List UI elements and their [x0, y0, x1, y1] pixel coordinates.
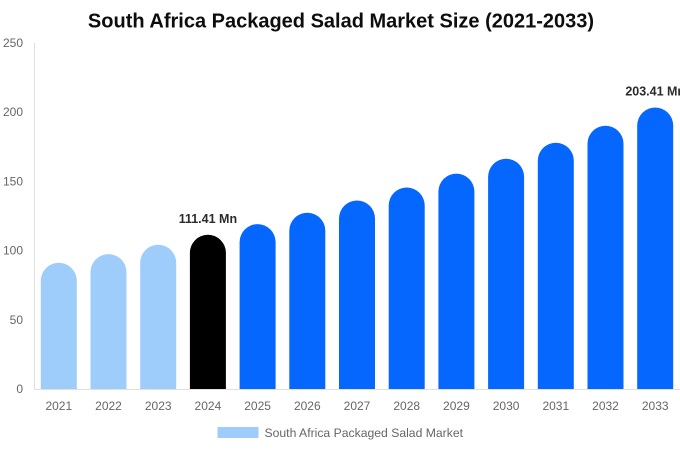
svg-text:250: 250: [3, 36, 23, 50]
svg-text:111.41 Mn: 111.41 Mn: [179, 212, 237, 226]
svg-text:2021: 2021: [45, 399, 72, 413]
svg-text:2030: 2030: [493, 399, 520, 413]
svg-text:100: 100: [3, 244, 23, 258]
svg-text:2032: 2032: [592, 399, 619, 413]
svg-text:200: 200: [3, 105, 23, 119]
svg-text:50: 50: [10, 313, 24, 327]
svg-text:South Africa Packaged Salad Ma: South Africa Packaged Salad Market Size …: [88, 11, 594, 33]
svg-text:2033: 2033: [642, 399, 669, 413]
svg-text:2024: 2024: [195, 399, 222, 413]
svg-text:2023: 2023: [145, 399, 172, 413]
svg-text:203.41 Mn: 203.41 Mn: [625, 85, 680, 99]
svg-text:2031: 2031: [542, 399, 569, 413]
svg-text:150: 150: [3, 174, 23, 188]
svg-text:2022: 2022: [95, 399, 122, 413]
svg-text:2026: 2026: [294, 399, 321, 413]
svg-text:2027: 2027: [344, 399, 371, 413]
svg-text:South Africa Packaged Salad Ma: South Africa Packaged Salad Market: [265, 426, 464, 440]
svg-text:2025: 2025: [244, 399, 271, 413]
svg-text:2029: 2029: [443, 399, 470, 413]
svg-text:0: 0: [16, 382, 23, 396]
svg-text:2028: 2028: [393, 399, 420, 413]
